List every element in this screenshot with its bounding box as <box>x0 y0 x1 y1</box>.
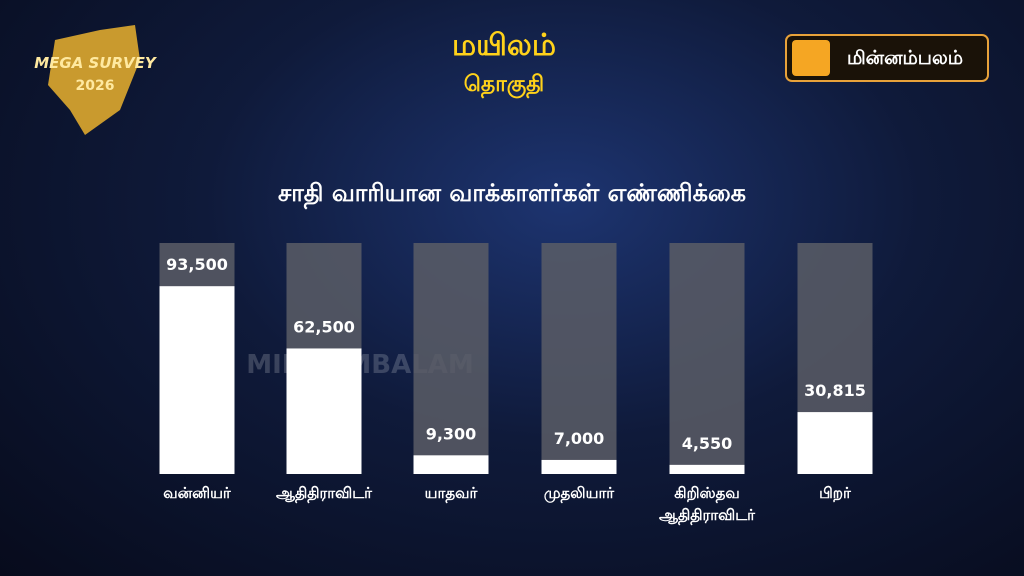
page-title: மயிலம் <box>452 28 556 63</box>
value-label: 30,815 <box>804 381 866 400</box>
badge-shape <box>48 25 140 135</box>
value-label: 9,300 <box>426 424 477 443</box>
badge-year: 2026 <box>76 78 115 94</box>
bar-track <box>541 243 617 474</box>
badge-text: MEGA SURVEY <box>34 54 158 72</box>
x-tick-label: ஆதிதிராவிடர் <box>276 484 372 502</box>
bar <box>159 286 235 474</box>
value-label: 7,000 <box>554 429 605 448</box>
bar-track <box>669 243 745 474</box>
x-tick-label: பிறர் <box>819 484 851 502</box>
value-label: 62,500 <box>293 317 355 336</box>
x-tick-label: கிறிஸ்தவ ஆதிதிராவிடர் <box>659 484 755 524</box>
value-label: 93,500 <box>166 255 228 274</box>
bar <box>286 348 362 474</box>
chart-title: சாதி வாரியான வாக்காளர்கள் எண்ணிக்கை <box>278 179 746 210</box>
value-label: 4,550 <box>682 434 733 453</box>
bar <box>541 459 617 474</box>
bar <box>797 412 873 474</box>
x-tick-label: முதலியார் <box>543 484 615 502</box>
bar <box>413 455 489 474</box>
bar <box>669 464 745 474</box>
page-subtitle: தொகுதி <box>464 72 544 99</box>
logo-icon <box>792 40 830 76</box>
x-tick-label: வன்னியர் <box>163 484 231 502</box>
bar-track <box>413 243 489 474</box>
logo-text: மின்னம்பலம் <box>847 47 963 69</box>
x-tick-label: யாதவர் <box>424 484 478 502</box>
logo-box <box>785 34 989 82</box>
